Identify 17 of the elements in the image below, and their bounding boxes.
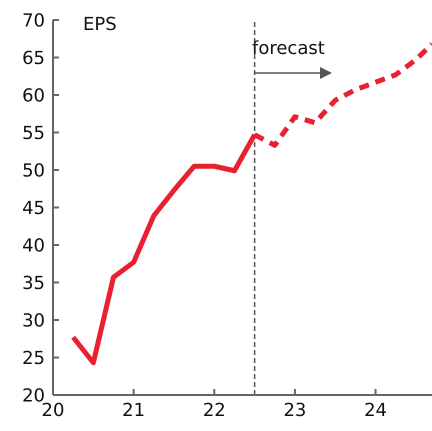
y-tick-label: 35 bbox=[22, 272, 45, 294]
x-tick-label: 24 bbox=[364, 400, 388, 421]
y-tick-label: 70 bbox=[22, 10, 45, 32]
x-tick-label: 21 bbox=[122, 400, 146, 421]
y-tick-label: 65 bbox=[22, 48, 45, 69]
y-tick-label: 45 bbox=[22, 198, 45, 219]
y-tick-label: 60 bbox=[22, 85, 45, 106]
annotation: EPS bbox=[83, 14, 117, 35]
y-tick-label: 25 bbox=[22, 348, 45, 369]
x-tick-label: 22 bbox=[202, 400, 226, 421]
y-tick-label: 55 bbox=[22, 122, 45, 144]
y-tick-label: 50 bbox=[22, 160, 45, 182]
y-tick-label: 40 bbox=[22, 235, 45, 256]
x-tick-label: 20 bbox=[42, 400, 64, 421]
annotation: forecast bbox=[252, 38, 325, 59]
x-tick-label: 23 bbox=[283, 400, 306, 421]
y-tick-label: 30 bbox=[22, 310, 45, 332]
